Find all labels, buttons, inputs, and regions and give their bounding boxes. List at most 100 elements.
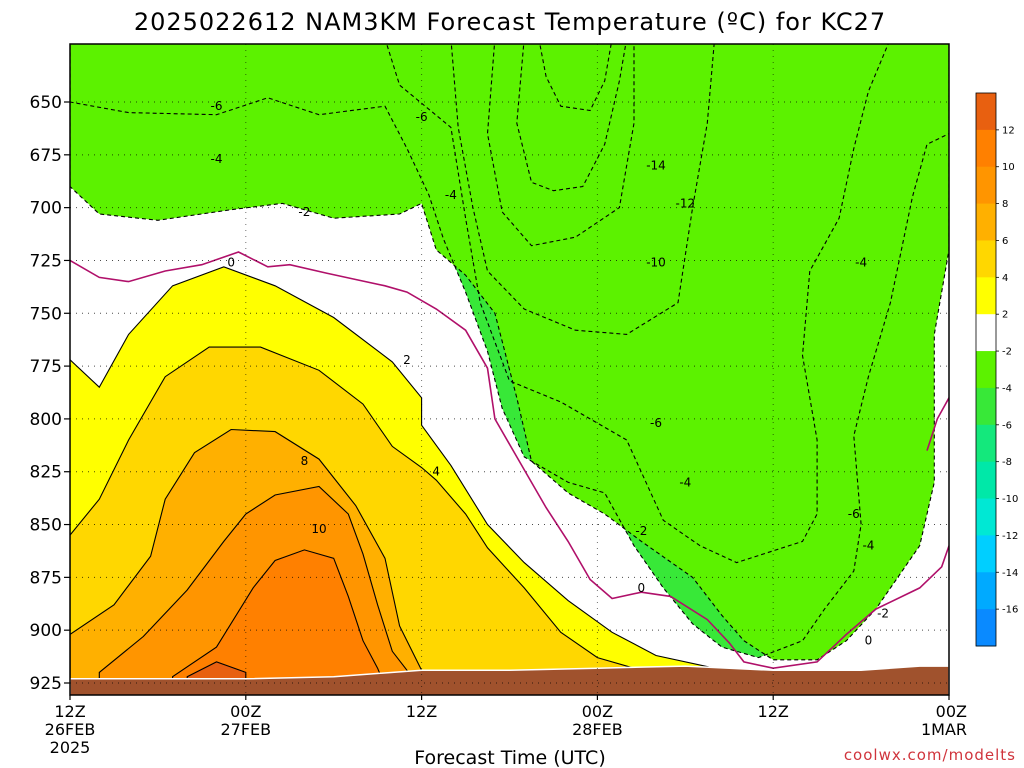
y-tick-label: 925	[30, 674, 62, 694]
plot-area: -6 -6 -4 -4 -2 0 2 4 8 10 -14 -12 -10 -4 -6 -4 -2 0 -6 -4 -2…	[70, 44, 949, 695]
colorbar-swatch	[976, 351, 996, 389]
x-tick-label: 12Z	[54, 702, 85, 721]
svg-text:2: 2	[403, 353, 411, 367]
colorbar-label: -2	[1002, 347, 1012, 358]
x-tick-label: 00Z	[582, 702, 613, 721]
x-tick-label: 1MAR	[921, 720, 967, 739]
contour-label: 0	[638, 581, 646, 595]
temp-region-minus2	[70, 44, 949, 660]
colorbar-label: 8	[1002, 199, 1008, 210]
contour-line-plus2	[70, 266, 774, 695]
colorbar-swatch	[976, 129, 996, 168]
colorbar-label: -16	[1002, 605, 1018, 616]
colorbar-label: -6	[1002, 420, 1012, 431]
colorbar-label: 4	[1002, 273, 1008, 284]
contour-label: -2	[298, 205, 310, 219]
x-tick-label: 28FEB	[572, 720, 623, 739]
x-tick-label: 00Z	[230, 702, 261, 721]
colorbar-frame	[975, 92, 997, 647]
svg-text:4: 4	[432, 465, 440, 479]
x-tick-label: 00Z	[936, 702, 967, 721]
svg-text:-6: -6	[211, 99, 223, 113]
svg-text:8: 8	[301, 454, 309, 468]
svg-text:0: 0	[638, 581, 646, 595]
contour-label: 10	[311, 522, 326, 536]
contour-label: -6	[211, 99, 223, 113]
svg-text:-2: -2	[298, 205, 310, 219]
colorbar-label: -10	[1002, 494, 1018, 505]
colorbar-swatch	[976, 535, 996, 573]
contour-label: -2	[877, 606, 889, 620]
contour-label: -6	[416, 110, 428, 124]
svg-text:-4: -4	[679, 475, 691, 489]
contour-label: -14	[646, 158, 666, 172]
chart-title: 2025022612 NAM3KM Forecast Temperature (…	[134, 8, 886, 36]
y-tick-label: 825	[30, 463, 62, 483]
contour-line-minus14	[539, 44, 612, 112]
y-tick-label: 650	[30, 93, 62, 113]
contour-line-minus6	[386, 44, 889, 564]
svg-text:-14: -14	[646, 158, 666, 172]
svg-text:-2: -2	[877, 606, 889, 620]
colorbar-swatch	[976, 498, 996, 536]
colorbar-label: 2	[1002, 310, 1008, 321]
x-tick-label: 26FEB	[45, 720, 96, 739]
contour-label: -4	[679, 475, 691, 489]
terrain-fill	[70, 665, 949, 695]
colorbar-swatch	[976, 166, 996, 205]
contour-line-plus8	[98, 485, 408, 695]
colorbar-label: -12	[1002, 531, 1018, 542]
svg-text:-6: -6	[848, 507, 860, 521]
freezing-line	[70, 251, 949, 670]
colorbar-label: -8	[1002, 457, 1012, 468]
svg-text:-4: -4	[211, 152, 223, 166]
y-tick-label: 850	[30, 516, 62, 536]
plot-frame	[69, 43, 950, 696]
colorbar-swatch	[976, 609, 996, 647]
colorbar-swatch	[976, 314, 996, 352]
svg-text:10: 10	[311, 522, 326, 536]
contour-label: 0	[865, 634, 873, 648]
colorbar-swatch	[976, 240, 996, 278]
svg-text:-6: -6	[416, 110, 428, 124]
colorbar-swatch	[976, 203, 996, 241]
contour-label: -2	[635, 524, 647, 538]
x-tick-label: 2025	[50, 738, 91, 757]
colorbar-swatch	[976, 277, 996, 315]
svg-text:-4: -4	[445, 188, 457, 202]
contour-label: -12	[675, 196, 695, 210]
credit-text: coolwx.com/modelts	[844, 746, 1016, 764]
contour-line-minus12	[516, 44, 627, 192]
svg-text:-4: -4	[862, 539, 874, 553]
colorbar-swatch	[976, 572, 996, 610]
colorbar-swatch	[976, 424, 996, 463]
y-tick-label: 800	[30, 410, 62, 430]
svg-text:0: 0	[227, 256, 235, 270]
colorbar: 12 10 8 6 4 2 -2 -4 -6 -8 -10 -12 -14 -16	[975, 92, 1018, 647]
colorbar-label: 10	[1002, 162, 1015, 173]
colorbar-label: -4	[1002, 383, 1012, 394]
x-axis-label: Forecast Time (UTC)	[414, 747, 605, 768]
contour-label: -6	[848, 507, 860, 521]
y-tick-label: 725	[30, 251, 62, 271]
colorbar-swatch	[976, 387, 996, 426]
x-tick-label: 27FEB	[220, 720, 271, 739]
svg-text:-10: -10	[646, 256, 666, 270]
contour-label: -4	[862, 539, 874, 553]
freezing-line-segment	[926, 397, 949, 451]
colorbar-label: 6	[1002, 236, 1008, 247]
y-tick-label: 750	[30, 304, 62, 324]
contour-label: 4	[432, 465, 440, 479]
colorbar-label: -14	[1002, 568, 1018, 579]
y-tick-label: 875	[30, 568, 62, 588]
contour-label: -4	[211, 152, 223, 166]
contour-label: 0	[227, 256, 235, 270]
contour-line-plus4	[70, 346, 657, 695]
contour-label: -4	[445, 188, 457, 202]
contour-line-plus6	[70, 428, 423, 695]
colorbar-swatch	[976, 93, 996, 131]
y-tick-label: 775	[30, 357, 62, 377]
contour-line-minus10	[486, 44, 635, 247]
contour-label: -4	[855, 256, 867, 270]
